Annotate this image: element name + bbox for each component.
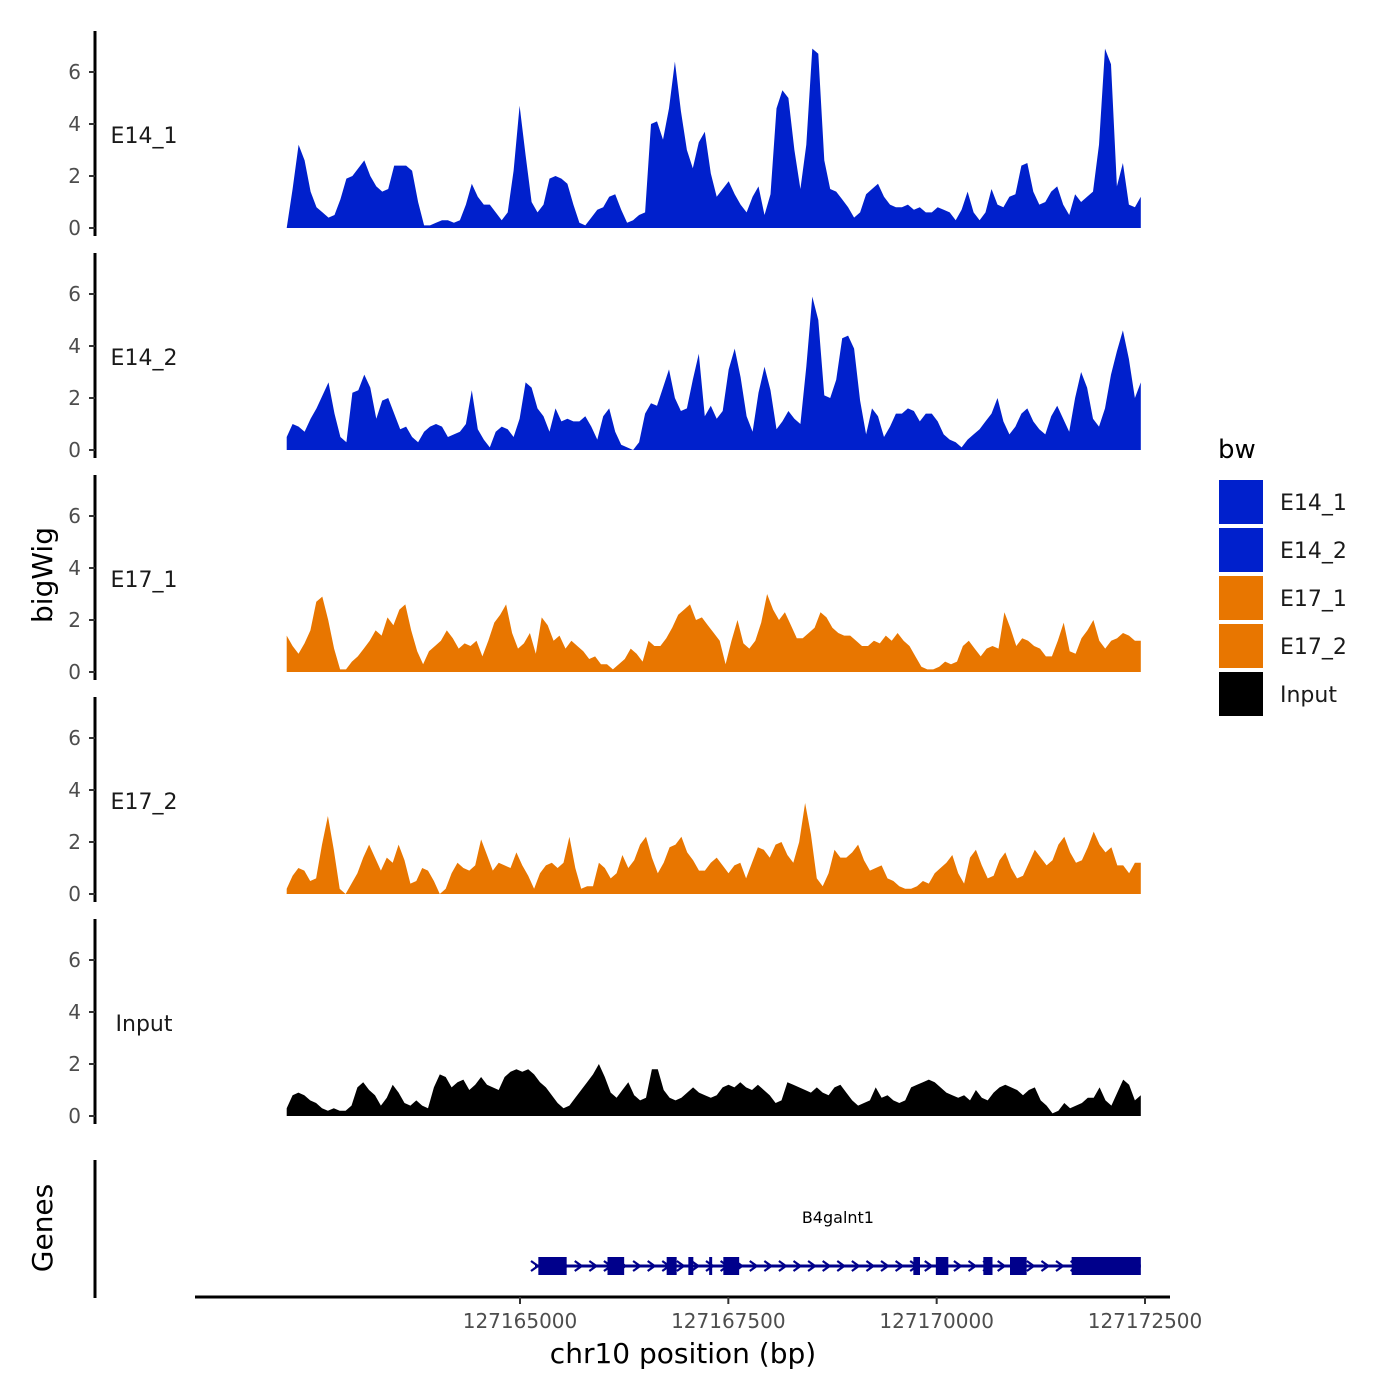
strand-arrow [880,1260,890,1272]
strand-arrow [1055,1260,1065,1272]
gene-exon [709,1257,713,1275]
gene-exon [1071,1257,1141,1275]
y-tick-label: 2 [68,608,81,632]
strand-arrow [924,1260,934,1272]
track-E17_1: 0 2 4 6 E17_1 [68,475,1141,684]
gene-exon [983,1257,993,1275]
y-tick-label: 4 [68,112,81,136]
x-tick-label: 127170000 [879,1309,994,1333]
strand-arrow [588,1260,599,1272]
track-label: E17_2 [111,790,178,815]
y-tick-label: 2 [68,164,81,188]
strand-arrow [676,1260,686,1272]
y-tick-label: 6 [68,948,81,972]
strand-arrow [690,1260,701,1272]
y-tick-label: 0 [68,216,81,240]
gene-exon [1010,1257,1027,1275]
strand-arrow [530,1260,540,1272]
y-tick-label: 4 [68,778,81,802]
gene-exon [538,1257,567,1275]
strand-arrow [807,1260,817,1272]
strand-arrow [574,1260,584,1272]
track-label: E14_2 [111,346,178,371]
strand-arrow [894,1260,905,1272]
legend-swatch [1219,480,1263,524]
x-axis: 127165000 127167500 127170000 127172500 [195,1295,1203,1333]
y-tick-label: 2 [68,1052,81,1076]
coverage-area-E17_1 [286,594,1141,672]
y-tick-label: 0 [68,438,81,462]
strand-arrow [967,1260,978,1272]
x-axis-title: chr10 position (bp) [550,1337,816,1370]
strand-arrow [792,1260,803,1272]
legend-title: bw [1218,435,1256,465]
track-Input: 0 2 4 6 Input [68,919,1141,1128]
x-tick-label: 127167500 [671,1309,786,1333]
strand-arrow [1026,1260,1036,1272]
coverage-area-Input [286,1064,1141,1116]
y-tick-label: 0 [68,882,81,906]
y-axis-title: bigWig [26,527,59,623]
strand-arrow [997,1260,1007,1272]
legend: bw E14_1 E14_2 E17_1 E17_2 Input [1218,435,1347,716]
legend-swatch [1219,528,1263,572]
gene-exon [666,1257,677,1275]
strand-arrow [705,1260,715,1272]
track-label: E14_1 [111,124,178,149]
gene-track: B4galnt1 [93,1160,1141,1298]
legend-label: E14_2 [1280,539,1347,564]
y-tick-label: 2 [68,830,81,854]
track-E14_2: 0 2 4 6 E14_2 [68,253,1141,462]
track-label: E17_1 [111,568,178,593]
legend-swatch [1219,672,1263,716]
strand-arrow [778,1260,788,1272]
coverage-area-E14_2 [286,296,1141,450]
gene-name-label: B4galnt1 [802,1208,874,1227]
y-tick-label: 0 [68,660,81,684]
strand-arrow [851,1260,861,1272]
legend-swatch [1219,576,1263,620]
strand-arrow [836,1260,847,1272]
strand-arrow [763,1260,774,1272]
genes-axis-title: Genes [26,1184,59,1272]
strand-arrow [1040,1260,1051,1272]
strand-arrow [632,1260,642,1272]
track-E14_1: 0 2 4 6 E14_1 [68,31,1141,240]
x-tick-label: 127165000 [463,1309,578,1333]
gene-exon [913,1257,920,1275]
gene-exon [607,1257,625,1275]
y-tick-label: 2 [68,386,81,410]
strand-arrow [647,1260,657,1272]
track-label: Input [116,1012,173,1037]
strand-arrow [865,1260,876,1272]
coverage-area-E17_2 [286,803,1141,894]
strand-arrow [749,1260,759,1272]
y-tick-label: 4 [68,1000,81,1024]
strand-arrow [822,1260,832,1272]
y-tick-label: 6 [68,60,81,84]
legend-swatch [1219,624,1263,668]
legend-label: E17_1 [1280,587,1347,612]
y-tick-label: 6 [68,282,81,306]
x-tick-label: 127172500 [1088,1309,1203,1333]
legend-label: E14_1 [1280,491,1347,516]
coverage-area-E14_1 [286,48,1141,228]
gene-exon [723,1257,740,1275]
gene-exon [688,1257,694,1275]
y-tick-label: 4 [68,334,81,358]
legend-label: E17_2 [1280,635,1347,660]
y-tick-label: 6 [68,726,81,750]
y-tick-label: 4 [68,556,81,580]
y-tick-label: 6 [68,504,81,528]
track-E17_2: 0 2 4 6 E17_2 [68,697,1141,906]
legend-label: Input [1280,683,1337,708]
y-tick-label: 0 [68,1104,81,1128]
strand-arrow [953,1260,963,1272]
gene-exon [935,1257,949,1275]
coverage-tracks: 0 2 4 6 E14_1 0 2 4 6 E14_2 0 2 4 6 E17_1 0 2 4 6 E17_2 0 2 4 6… [68,31,1141,1128]
